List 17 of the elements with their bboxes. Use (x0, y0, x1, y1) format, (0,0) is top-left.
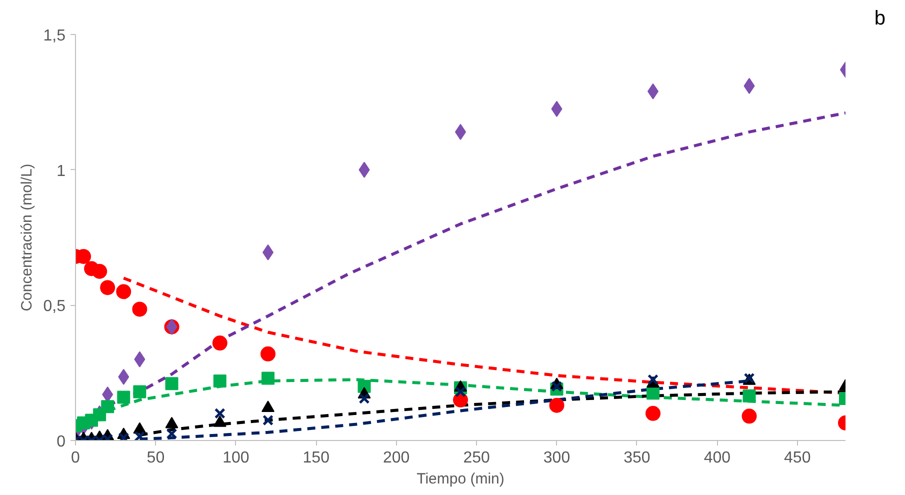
y-axis-title: Concentración (mol/L) (18, 164, 36, 312)
y-tick-label: 1 (56, 162, 66, 180)
x-tick-label: 150 (302, 450, 330, 466)
y-tick-label: 0,5 (43, 298, 66, 316)
x-tick-label: 50 (146, 450, 165, 466)
x-tick-label: 450 (784, 450, 811, 466)
x-tick-label: 200 (382, 450, 410, 466)
x-tick-label: 0 (71, 450, 80, 466)
y-tick-label: 0 (56, 434, 66, 450)
x-tick-label: 350 (624, 450, 650, 466)
x-tick-label: 300 (543, 450, 570, 466)
x-tick-label: 100 (222, 450, 250, 466)
x-tick-label: 400 (704, 450, 731, 466)
x-tick-label: 250 (463, 450, 490, 466)
x-axis-title: Tiempo (min) (416, 470, 504, 488)
y-tick-label: 1,5 (43, 28, 66, 44)
text: b (874, 8, 886, 30)
